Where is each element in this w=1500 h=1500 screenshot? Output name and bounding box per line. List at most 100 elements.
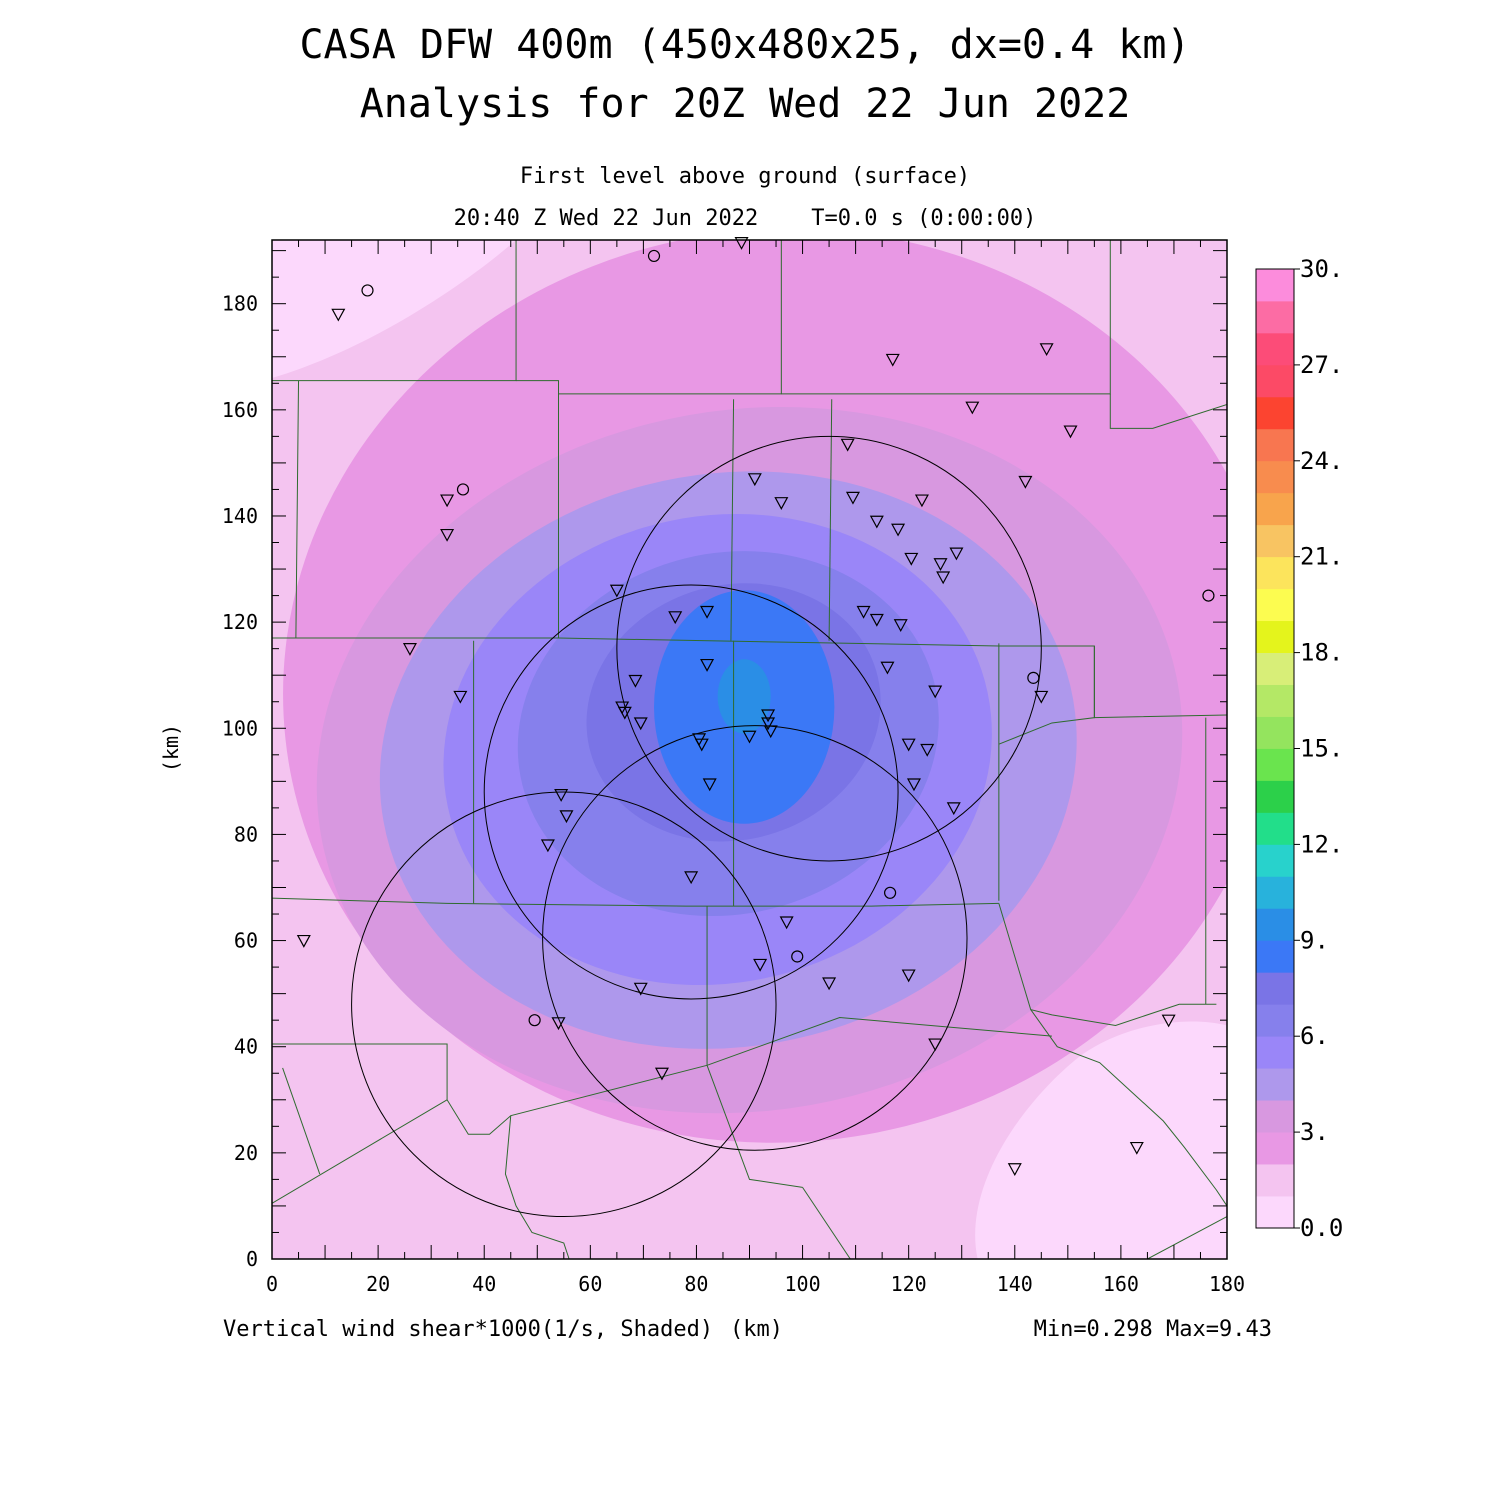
colorbar-swatch: [1256, 780, 1294, 813]
station-triangle-icon: [822, 977, 837, 991]
station-triangle-icon: [904, 552, 919, 566]
station-circle-icon: [528, 1014, 541, 1027]
x-tick-label: 180: [1209, 1272, 1245, 1296]
county-line: [272, 637, 1227, 719]
plot-area: 0 20 40 60 80 100 120 140 160 180 0 20 40 60 80 100 120…: [222, 237, 1245, 1296]
y-tick-label: 180: [222, 292, 258, 316]
colorbar-swatch: [1256, 492, 1294, 526]
colorbar-swatch: [1256, 972, 1294, 1005]
y-tick-label: 140: [222, 504, 258, 528]
y-tick-label: 100: [222, 716, 258, 740]
colorbar-tick-label: 27.: [1300, 351, 1343, 379]
x-tick-label: 120: [891, 1272, 927, 1296]
field-level: [717, 659, 771, 734]
station-triangle-icon: [774, 497, 789, 510]
station-triangle-icon: [893, 619, 908, 633]
station-triangle-icon: [933, 558, 948, 571]
station-triangle-icon: [928, 1038, 943, 1052]
colorbar-tick-label: 12.: [1300, 830, 1343, 858]
colorbar-swatch: [1256, 908, 1294, 941]
colorbar-swatch: [1256, 1036, 1294, 1069]
field-level: [272, 240, 517, 378]
colorbar-swatch: [1256, 364, 1294, 398]
colorbar-tick-label: 18.: [1300, 639, 1343, 667]
county-line: [730, 399, 735, 641]
colorbar-tick-label: 6.: [1300, 1022, 1329, 1050]
station-triangle-icon: [551, 1017, 566, 1031]
station-triangle-icon: [753, 958, 768, 972]
y-tick-label: 160: [222, 398, 258, 422]
x-tick-label: 40: [472, 1272, 496, 1296]
colorbar-tick-label: 0.0: [1300, 1214, 1343, 1242]
station-circle-icon: [883, 886, 897, 899]
station-triangle-icon: [684, 871, 699, 885]
station-triangle-icon: [440, 494, 455, 508]
station-triangle-icon: [906, 778, 921, 792]
station-triangle-icon: [891, 523, 906, 537]
station-triangle-icon: [901, 738, 916, 752]
colorbar-tick-label: 30.: [1300, 255, 1343, 283]
station-triangle-icon: [869, 515, 884, 529]
station-circle-icon: [647, 249, 661, 263]
station-triangle-icon: [845, 491, 860, 505]
colorbar-swatch: [1256, 876, 1294, 909]
colorbar-swatch: [1256, 556, 1294, 590]
county-line: [1147, 1216, 1227, 1259]
station-triangle-icon: [742, 730, 757, 744]
station-triangle-icon: [949, 547, 964, 561]
y-axis-label: (km): [159, 724, 183, 772]
county-boundaries: [272, 240, 1227, 1259]
station-triangle-icon: [869, 613, 884, 627]
y-tick-label: 20: [234, 1141, 258, 1165]
station-triangle-icon: [901, 969, 916, 983]
time-label: 20:40 Z Wed 22 Jun 2022 T=0.0 s (0:00:00…: [454, 206, 1037, 231]
station-circle-icon: [1202, 589, 1215, 602]
y-tick-label: 60: [234, 929, 258, 953]
station-circle-icon: [791, 950, 804, 963]
colorbar-swatch: [1256, 332, 1294, 366]
colorbar-swatch: [1256, 684, 1294, 717]
county-line: [516, 380, 559, 639]
station-triangle-icon: [885, 353, 900, 367]
county-line: [282, 1067, 321, 1175]
station-triangle-icon: [628, 674, 643, 688]
county-line: [272, 897, 999, 907]
station-triangle-icon: [440, 528, 455, 542]
colorbar-tick-label: 24.: [1300, 447, 1343, 475]
county-line: [1109, 393, 1227, 429]
colorbar-swatch: [1256, 460, 1294, 494]
radar-ring: [351, 791, 777, 1218]
colorbar-swatch: [1256, 1004, 1294, 1037]
station-triangle-icon: [633, 982, 648, 996]
station-triangle-icon: [936, 571, 951, 585]
station-triangle-icon: [617, 706, 632, 720]
x-tick-label: 0: [266, 1272, 278, 1296]
station-triangle-icon: [633, 717, 648, 731]
y-tick-label: 120: [222, 610, 258, 634]
county-line: [504, 1115, 570, 1259]
colorbar-swatch: [1256, 300, 1294, 334]
station-triangle-icon: [763, 725, 778, 739]
y-tick-label: 80: [234, 822, 258, 846]
colorbar-swatch: [1256, 396, 1294, 430]
county-line: [998, 646, 1095, 745]
station-triangle-icon: [559, 810, 574, 824]
county-line: [1030, 1009, 1227, 1207]
station-triangle-icon: [668, 611, 683, 625]
station-triangle-icon: [1161, 1014, 1176, 1028]
station-circle-icon: [456, 483, 470, 496]
radar-ring: [483, 584, 899, 1000]
stations: [296, 237, 1215, 1177]
station-triangle-icon: [840, 438, 855, 452]
x-axis-label: (km): [730, 1317, 783, 1342]
station-triangle-icon: [1034, 690, 1049, 704]
radar-ring: [542, 725, 968, 1151]
y-axis: 0 20 40 60 80 100 120 140 160 180: [222, 250, 1227, 1271]
colorbar-tick-label: 21.: [1300, 543, 1343, 571]
station-circle-icon: [1027, 671, 1040, 684]
colorbar-swatch: [1256, 1100, 1294, 1133]
colorbar-swatch: [1256, 620, 1294, 653]
station-triangle-icon: [540, 839, 555, 853]
station-triangle-icon: [1018, 475, 1033, 489]
